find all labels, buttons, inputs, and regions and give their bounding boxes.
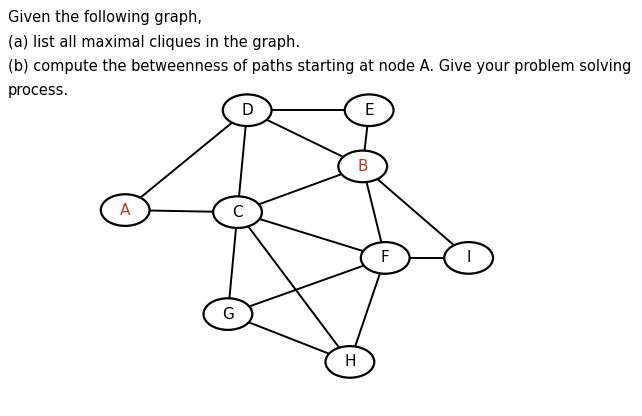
Text: G: G xyxy=(222,307,234,322)
Text: I: I xyxy=(466,250,471,265)
Circle shape xyxy=(223,94,272,126)
Text: H: H xyxy=(344,354,356,369)
Text: Given the following graph,: Given the following graph, xyxy=(8,10,202,25)
Circle shape xyxy=(213,196,262,228)
Circle shape xyxy=(338,151,387,182)
Text: D: D xyxy=(241,103,253,118)
Circle shape xyxy=(444,242,493,274)
Circle shape xyxy=(361,242,410,274)
Text: E: E xyxy=(365,103,374,118)
Text: process.: process. xyxy=(8,83,69,98)
Text: (b) compute the betweenness of paths starting at node A. Give your problem solvi: (b) compute the betweenness of paths sta… xyxy=(8,59,631,74)
Text: B: B xyxy=(358,159,368,174)
Circle shape xyxy=(325,346,374,378)
Circle shape xyxy=(345,94,394,126)
Circle shape xyxy=(204,298,252,330)
Text: C: C xyxy=(232,205,243,220)
Circle shape xyxy=(101,194,150,226)
Text: A: A xyxy=(120,203,130,218)
Text: F: F xyxy=(381,250,390,265)
Text: (a) list all maximal cliques in the graph.: (a) list all maximal cliques in the grap… xyxy=(8,35,300,50)
